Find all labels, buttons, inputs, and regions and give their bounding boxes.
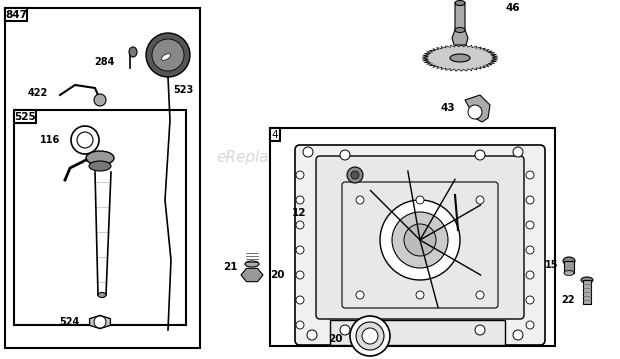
Circle shape	[296, 221, 304, 229]
Circle shape	[340, 325, 350, 335]
Bar	[5, 8, 27, 21]
Circle shape	[404, 224, 436, 256]
Ellipse shape	[245, 261, 259, 267]
Text: 525: 525	[14, 112, 36, 121]
Circle shape	[94, 94, 106, 106]
Circle shape	[513, 147, 523, 157]
Text: 422: 422	[28, 88, 48, 98]
Circle shape	[476, 291, 484, 299]
Ellipse shape	[564, 270, 574, 275]
Circle shape	[526, 246, 534, 254]
Text: 20: 20	[270, 270, 285, 280]
Circle shape	[77, 132, 93, 148]
Text: 12: 12	[291, 208, 306, 218]
FancyBboxPatch shape	[295, 145, 545, 345]
Ellipse shape	[129, 47, 137, 57]
Circle shape	[307, 330, 317, 340]
FancyBboxPatch shape	[316, 156, 524, 319]
Text: 4: 4	[272, 130, 278, 140]
Circle shape	[296, 321, 304, 329]
Ellipse shape	[455, 28, 465, 33]
Circle shape	[340, 150, 350, 160]
Circle shape	[526, 171, 534, 179]
Circle shape	[526, 296, 534, 304]
Circle shape	[296, 246, 304, 254]
Text: 284: 284	[95, 57, 115, 67]
Bar	[270, 128, 555, 346]
Circle shape	[296, 171, 304, 179]
Circle shape	[416, 291, 424, 299]
Circle shape	[356, 196, 364, 204]
Circle shape	[146, 33, 190, 77]
Ellipse shape	[455, 0, 465, 5]
Circle shape	[356, 291, 364, 299]
Text: 22: 22	[562, 295, 575, 305]
Text: 43: 43	[440, 103, 455, 113]
Circle shape	[152, 39, 184, 71]
Circle shape	[468, 105, 482, 119]
Circle shape	[526, 321, 534, 329]
Polygon shape	[465, 95, 490, 122]
Ellipse shape	[581, 277, 593, 283]
Bar	[564, 261, 574, 273]
Ellipse shape	[89, 161, 111, 171]
Text: 15: 15	[544, 260, 558, 270]
Circle shape	[71, 126, 99, 154]
Polygon shape	[452, 3, 468, 45]
Circle shape	[513, 330, 523, 340]
Circle shape	[475, 325, 485, 335]
Text: eReplacementParts.com: eReplacementParts.com	[216, 150, 404, 165]
Text: 847: 847	[5, 9, 27, 19]
Ellipse shape	[450, 54, 470, 62]
Circle shape	[347, 167, 363, 183]
Circle shape	[476, 196, 484, 204]
Text: 523: 523	[173, 85, 193, 95]
Text: 21: 21	[223, 262, 238, 272]
Bar	[14, 110, 186, 325]
Circle shape	[303, 147, 313, 157]
Polygon shape	[90, 316, 110, 328]
Bar	[583, 280, 591, 304]
Text: 524: 524	[60, 317, 80, 327]
Circle shape	[296, 296, 304, 304]
Circle shape	[296, 271, 304, 279]
Circle shape	[526, 271, 534, 279]
Circle shape	[526, 196, 534, 204]
Polygon shape	[422, 45, 498, 71]
Circle shape	[362, 328, 378, 344]
Circle shape	[350, 316, 390, 356]
Polygon shape	[241, 268, 263, 282]
Circle shape	[94, 316, 106, 328]
Bar	[270, 128, 280, 141]
Bar	[5, 8, 200, 348]
Circle shape	[351, 171, 359, 179]
Ellipse shape	[563, 257, 575, 265]
Circle shape	[475, 150, 485, 160]
Text: 116: 116	[40, 135, 60, 145]
Ellipse shape	[86, 151, 114, 165]
FancyBboxPatch shape	[330, 320, 505, 345]
Circle shape	[296, 196, 304, 204]
Text: 20: 20	[329, 334, 343, 344]
Ellipse shape	[98, 293, 106, 298]
Ellipse shape	[161, 54, 171, 60]
Circle shape	[416, 196, 424, 204]
Text: 46: 46	[505, 3, 520, 13]
Circle shape	[380, 200, 460, 280]
Circle shape	[526, 221, 534, 229]
Circle shape	[356, 322, 384, 350]
Bar	[14, 110, 36, 123]
Circle shape	[392, 212, 448, 268]
